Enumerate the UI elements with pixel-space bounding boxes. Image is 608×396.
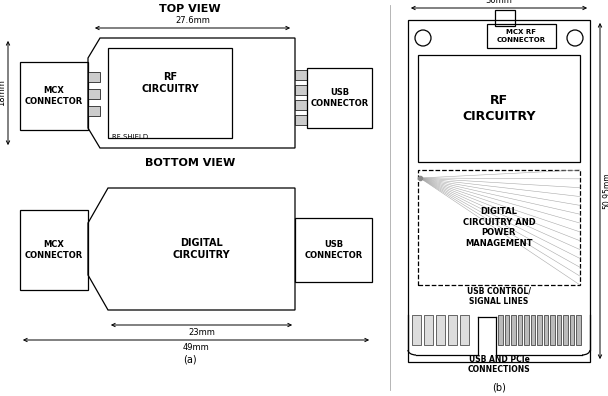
- Bar: [495, 10, 515, 26]
- Bar: [576, 315, 581, 345]
- Bar: [307, 68, 372, 128]
- Bar: [556, 315, 561, 345]
- Text: USB
CONNECTOR: USB CONNECTOR: [305, 240, 362, 260]
- Text: 49mm: 49mm: [182, 343, 209, 352]
- Bar: [570, 315, 574, 345]
- Bar: [511, 315, 516, 345]
- Text: USB CONTROL/
SIGNAL LINES: USB CONTROL/ SIGNAL LINES: [467, 287, 531, 307]
- Bar: [88, 89, 100, 99]
- Bar: [295, 70, 307, 80]
- Text: RF SHIELD: RF SHIELD: [112, 134, 148, 140]
- Text: 30mm: 30mm: [486, 0, 513, 5]
- Text: 27.6mm: 27.6mm: [175, 16, 210, 25]
- Bar: [424, 315, 433, 345]
- Text: (b): (b): [492, 382, 506, 392]
- Bar: [487, 24, 556, 48]
- Text: BOTTOM VIEW: BOTTOM VIEW: [145, 158, 235, 168]
- Text: MCX
CONNECTOR: MCX CONNECTOR: [25, 86, 83, 106]
- Bar: [408, 20, 590, 362]
- Bar: [531, 315, 535, 345]
- Bar: [460, 315, 469, 345]
- Bar: [20, 62, 88, 130]
- Text: RF
CIRCUITRY: RF CIRCUITRY: [462, 95, 536, 122]
- Bar: [448, 315, 457, 345]
- Bar: [544, 315, 548, 345]
- Bar: [295, 85, 307, 95]
- Bar: [524, 315, 528, 345]
- Text: 23mm: 23mm: [188, 328, 215, 337]
- Text: MCX
CONNECTOR: MCX CONNECTOR: [25, 240, 83, 260]
- Bar: [436, 315, 445, 345]
- Bar: [550, 315, 554, 345]
- Bar: [295, 218, 372, 282]
- Bar: [20, 210, 88, 290]
- Text: RF
CIRCUITRY: RF CIRCUITRY: [141, 72, 199, 94]
- Bar: [412, 315, 421, 345]
- Bar: [108, 48, 232, 138]
- Text: DIGITAL
CIRCUITRY: DIGITAL CIRCUITRY: [173, 238, 230, 260]
- Text: (a): (a): [183, 355, 197, 365]
- Text: 18mm: 18mm: [0, 80, 6, 107]
- Text: TOP VIEW: TOP VIEW: [159, 4, 221, 14]
- Bar: [295, 100, 307, 110]
- Bar: [88, 72, 100, 82]
- Bar: [418, 170, 580, 285]
- Text: USB AND PCIe
CONNECTIONS: USB AND PCIe CONNECTIONS: [468, 355, 530, 374]
- Text: MCX RF
CONNECTOR: MCX RF CONNECTOR: [497, 29, 546, 42]
- Bar: [537, 315, 542, 345]
- Bar: [563, 315, 567, 345]
- Text: USB
CONNECTOR: USB CONNECTOR: [310, 88, 368, 108]
- Bar: [505, 315, 509, 345]
- Bar: [418, 55, 580, 162]
- Text: DIGITAL
CIRCUITRY AND
POWER
MANAGEMENT: DIGITAL CIRCUITRY AND POWER MANAGEMENT: [463, 208, 536, 248]
- Bar: [517, 315, 522, 345]
- Bar: [295, 115, 307, 125]
- Bar: [88, 106, 100, 116]
- Bar: [498, 315, 502, 345]
- Text: 50.95mm: 50.95mm: [602, 173, 608, 209]
